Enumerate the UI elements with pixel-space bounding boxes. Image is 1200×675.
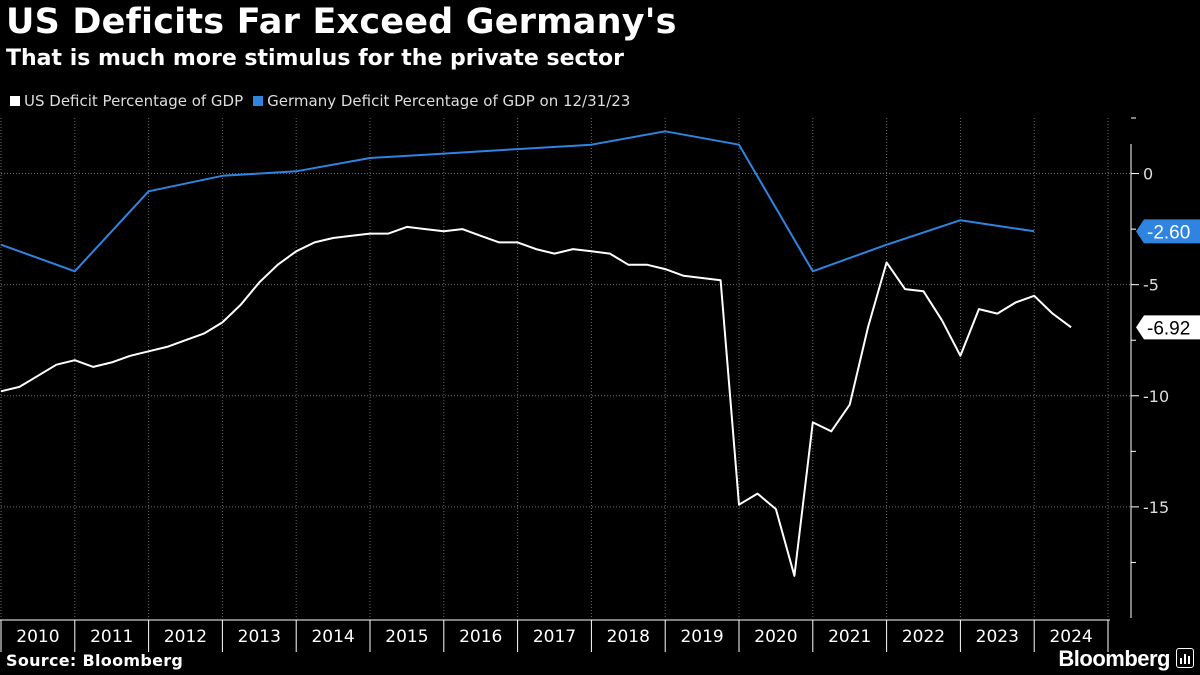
x-tick-label: 2016 [459,627,502,647]
legend-swatch-germany [253,96,264,106]
legend-label-germany: Germany Deficit Percentage of GDP on 12/… [267,92,631,110]
bloomberg-chart-icon [1176,648,1194,668]
legend-label-us: US Deficit Percentage of GDP [24,92,244,110]
y-tick-label: 0 [1143,165,1153,184]
series-line-us [0,225,1072,577]
legend-swatch-us [10,96,20,106]
y-tick-label: -15 [1143,498,1169,517]
legend-item-us: US Deficit Percentage of GDP [10,92,243,110]
legend-item-germany: Germany Deficit Percentage of GDP on 12/… [253,92,630,110]
y-tick-label: -5 [1143,276,1159,295]
chart-title: US Deficits Far Exceed Germany's [6,2,677,42]
series-line-germany [0,130,1035,273]
last-value-label-germany: -2.60 [1147,222,1190,243]
x-tick-label: 2014 [311,627,354,647]
chart-subtitle: That is much more stimulus for the priva… [6,46,625,71]
y-tick-label: -10 [1143,387,1169,406]
bloomberg-logo: Bloomberg [1058,646,1170,671]
x-tick-label: 2013 [238,627,281,647]
x-tick-label: 2020 [754,627,797,647]
x-tick-label: 2017 [533,627,576,647]
x-tick-label: 2022 [902,627,945,647]
x-tick-label: 2019 [680,627,723,647]
last-value-label-us: -6.92 [1147,318,1190,339]
x-tick-label: 2023 [976,627,1019,647]
last-value-flag-us [1136,315,1200,340]
x-tick-label: 2012 [164,627,207,647]
x-tick-label: 2015 [385,627,428,647]
x-tick-label: 2021 [828,627,871,647]
legend: US Deficit Percentage of GDP Germany Def… [10,92,640,110]
source-note: Source: Bloomberg [6,651,184,670]
x-tick-label: 2018 [607,627,650,647]
x-tick-label: 2024 [1049,627,1092,647]
x-tick-label: 2011 [90,627,133,647]
x-tick-label: 2010 [16,627,59,647]
last-value-flag-germany [1136,219,1200,244]
